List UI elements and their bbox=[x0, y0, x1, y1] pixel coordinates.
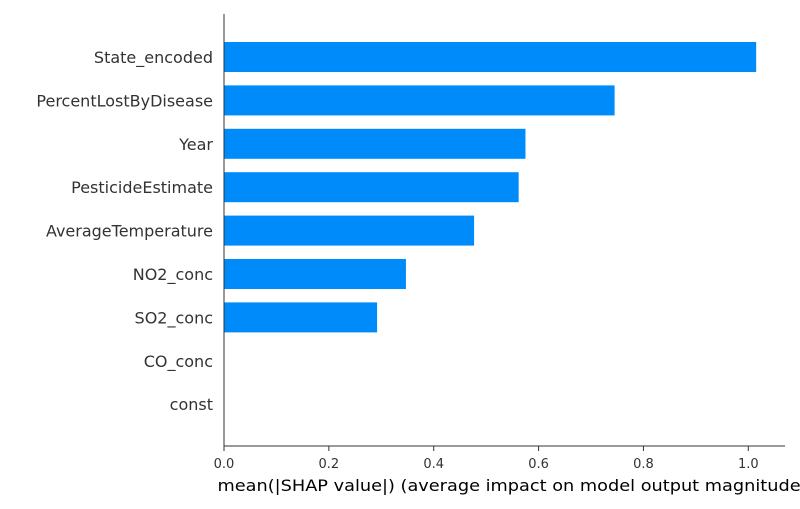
category-label: const bbox=[170, 395, 213, 414]
category-label: AverageTemperature bbox=[46, 222, 213, 241]
bar-no2-conc bbox=[224, 259, 406, 289]
category-label: CO_conc bbox=[144, 352, 213, 372]
bar-state-encoded bbox=[224, 42, 757, 72]
category-label: State_encoded bbox=[94, 48, 213, 68]
category-labels-group: State_encoded PercentLostByDisease Year Pes… bbox=[36, 48, 213, 414]
x-tick-label: 0.2 bbox=[319, 457, 340, 472]
x-tick-label: 0.8 bbox=[633, 457, 654, 472]
category-label: Year bbox=[178, 135, 213, 154]
x-tick-label: 0.4 bbox=[423, 457, 444, 472]
category-label: PesticideEstimate bbox=[71, 178, 213, 197]
bar-averagetemperature bbox=[224, 215, 475, 246]
bar-year bbox=[224, 128, 526, 159]
x-tick-label: 0.6 bbox=[528, 457, 549, 472]
category-label: NO2_conc bbox=[133, 265, 213, 285]
x-ticks-group: 0.0 0.2 0.4 0.6 0.8 1.0 bbox=[214, 446, 759, 472]
category-label: PercentLostByDisease bbox=[36, 91, 213, 110]
category-label: SO2_conc bbox=[135, 308, 213, 328]
bar-pesticideestimate bbox=[224, 172, 519, 203]
x-axis-title: mean(|SHAP value|) (average impact on mo… bbox=[218, 476, 800, 495]
x-tick-label: 1.0 bbox=[738, 457, 759, 472]
bar-percentlostbydisease bbox=[224, 85, 615, 116]
bar-so2-conc bbox=[224, 302, 378, 333]
bars-group bbox=[224, 42, 757, 333]
x-tick-label: 0.0 bbox=[214, 457, 235, 472]
